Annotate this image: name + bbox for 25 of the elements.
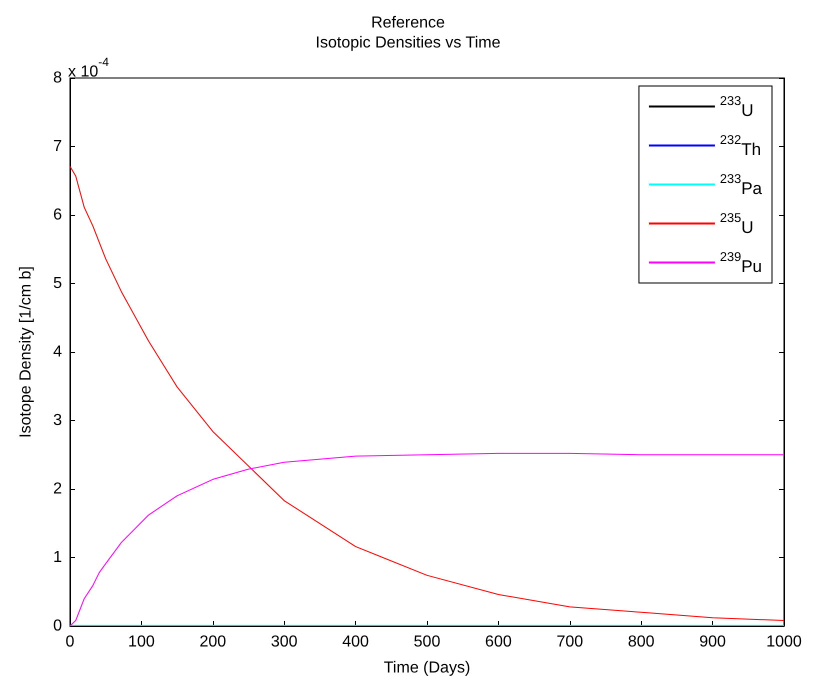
x-tick-label: 900 [699, 634, 726, 650]
x-tick-label: 100 [128, 634, 155, 650]
x-tick-label: 600 [485, 634, 512, 650]
x-axis-title: Time (Days) [384, 660, 470, 676]
x-tick-label: 500 [414, 634, 440, 650]
x-tick-label: 700 [556, 634, 584, 650]
x-tick-label: 200 [199, 634, 226, 650]
line-series [70, 166, 784, 622]
y-tick-label: 6 [53, 206, 62, 224]
y-tick-label: 5 [53, 275, 62, 292]
x-tick-label: 1000 [766, 634, 802, 650]
x-tick-label: 800 [628, 634, 655, 650]
chart-subtitle: Isotopic Densities vs Time [316, 34, 501, 52]
y-tick-label: 4 [53, 344, 62, 360]
y-axis-title: Isotope Density [1/cm b] [18, 266, 34, 438]
x-tick-label: 300 [270, 634, 298, 650]
y-tick-label: 0 [53, 618, 62, 634]
y-tick-label: 7 [53, 138, 62, 155]
y-tick-label: 2 [53, 480, 62, 498]
x-tick-label: 0 [66, 634, 75, 650]
y-tick-label: 3 [53, 412, 62, 429]
chart-title: Reference [371, 14, 446, 32]
y-tick-label: 8 [53, 70, 62, 86]
x-tick-label: 400 [342, 634, 370, 650]
y-tick-label: 1 [53, 549, 62, 566]
